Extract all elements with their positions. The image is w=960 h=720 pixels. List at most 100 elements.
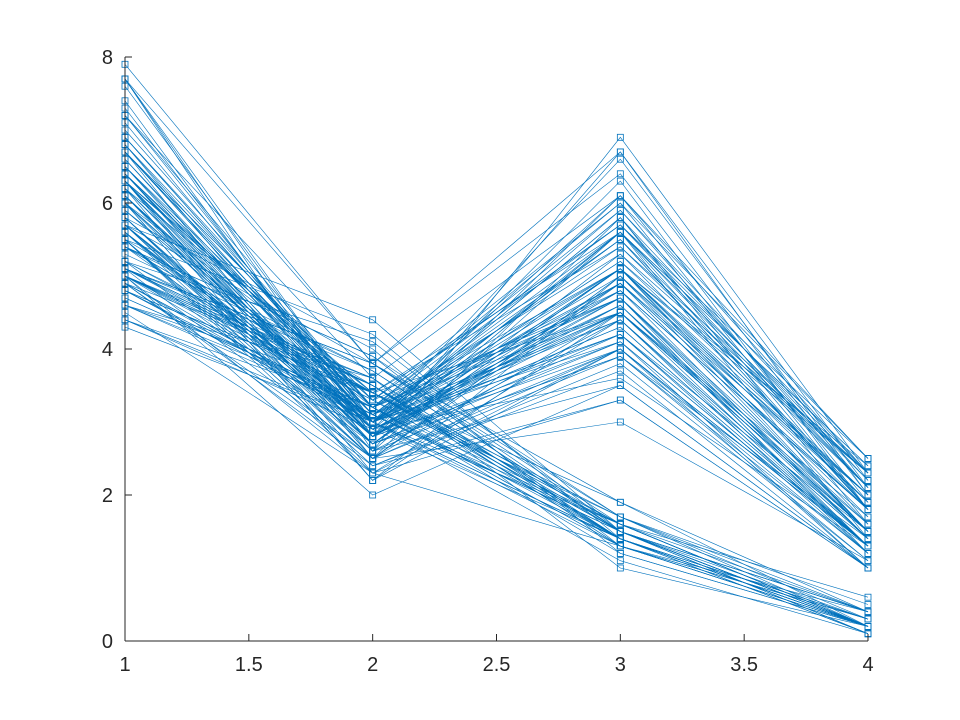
series-line [124, 151, 869, 467]
marker [369, 345, 377, 353]
x-tick-label: 4 [862, 654, 873, 676]
marker [616, 294, 624, 302]
marker [616, 520, 624, 528]
marker [369, 469, 377, 477]
marker [369, 433, 377, 441]
marker [616, 170, 624, 178]
marker [864, 535, 872, 543]
marker [864, 455, 872, 462]
series-line [124, 151, 869, 459]
series-line [124, 217, 869, 503]
marker [616, 206, 624, 214]
marker [616, 513, 624, 521]
marker [616, 352, 624, 360]
marker [616, 199, 624, 207]
marker [616, 287, 624, 295]
marker [616, 316, 624, 324]
marker [616, 148, 624, 156]
marker [864, 601, 872, 608]
marker [616, 250, 624, 258]
marker [369, 447, 377, 455]
marker [864, 484, 872, 492]
x-tick-label: 1 [119, 654, 130, 676]
marker [369, 411, 377, 419]
marker [369, 418, 377, 426]
marker [616, 177, 624, 185]
marker [616, 338, 624, 346]
series-line [124, 115, 869, 459]
marker [616, 367, 624, 375]
marker [864, 506, 872, 514]
marker [616, 257, 624, 265]
marker [864, 476, 872, 484]
marker [369, 403, 377, 411]
marker [616, 265, 624, 273]
marker [616, 396, 624, 404]
marker [616, 228, 624, 236]
marker [616, 279, 624, 287]
y-tick-label: 8 [102, 47, 113, 69]
marker [616, 243, 624, 251]
series-line [124, 166, 869, 496]
marker [616, 360, 624, 368]
series-line [124, 202, 869, 532]
marker [616, 498, 624, 506]
marker [864, 615, 872, 623]
marker [864, 498, 872, 506]
marker [369, 455, 377, 462]
marker [369, 476, 377, 484]
marker [616, 535, 624, 543]
marker [616, 155, 624, 163]
marker [616, 374, 624, 382]
x-tick-label: 3.5 [730, 654, 758, 676]
marker [616, 330, 624, 338]
series-line [124, 283, 869, 518]
series-line [124, 144, 869, 474]
marker [616, 236, 624, 243]
marker [864, 469, 872, 477]
marker [616, 564, 624, 572]
marker [864, 462, 872, 470]
marker [369, 389, 377, 397]
marker [616, 133, 624, 141]
series-line [124, 268, 869, 561]
marker [616, 382, 624, 389]
marker [864, 608, 872, 616]
marker [616, 557, 624, 565]
marker [369, 338, 377, 346]
x-tick-label: 2.5 [483, 654, 511, 676]
y-tick-label: 6 [102, 193, 113, 215]
series-line [124, 283, 869, 634]
marker [864, 528, 872, 535]
marker [864, 491, 872, 499]
marker [369, 440, 377, 448]
marker [369, 367, 377, 375]
marker [616, 301, 624, 309]
series-lines [124, 64, 869, 634]
marker [616, 192, 624, 200]
marker [369, 462, 377, 470]
marker [864, 513, 872, 521]
series-line [124, 173, 869, 481]
marker [616, 214, 624, 222]
marker [369, 374, 377, 382]
marker [369, 396, 377, 404]
x-tick-label: 3 [615, 654, 626, 676]
series-line [124, 78, 869, 481]
x-tick-label: 2 [367, 654, 378, 676]
series-line [124, 188, 869, 474]
axes: 1 1.5 2 2.5 3 3.5 4 0 2 4 6 8 [102, 47, 874, 676]
x-tick-label: 1.5 [235, 654, 263, 676]
series-line [124, 210, 869, 510]
marker [616, 221, 624, 229]
marker [616, 542, 624, 550]
marker [616, 550, 624, 557]
marker [864, 550, 872, 557]
marker [616, 418, 624, 426]
marker [864, 564, 872, 572]
marker [616, 272, 624, 280]
series-line [124, 275, 869, 569]
marker [369, 352, 377, 360]
